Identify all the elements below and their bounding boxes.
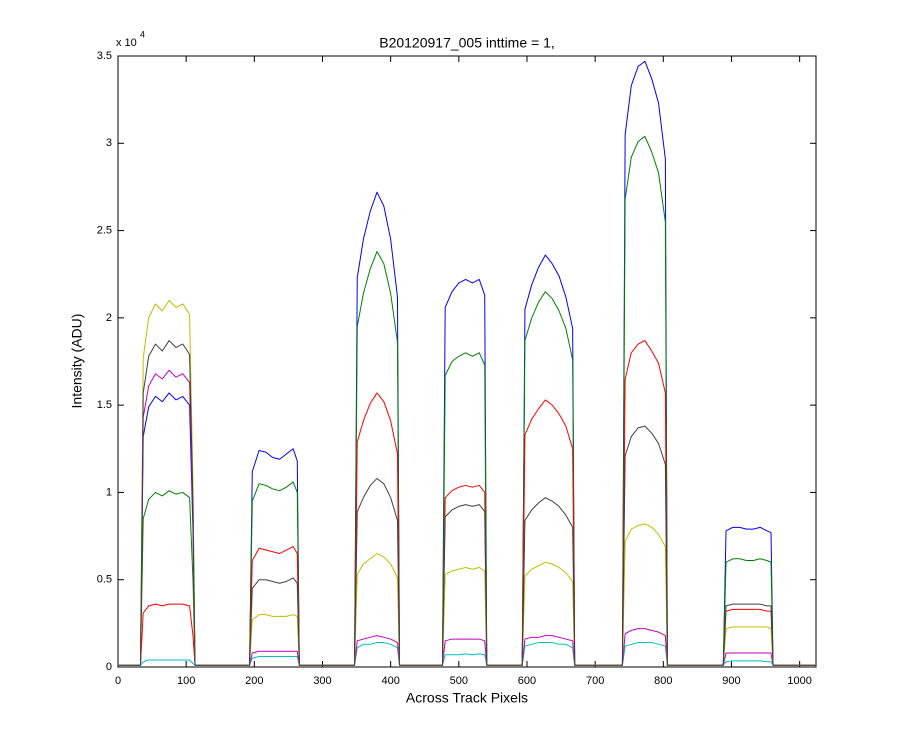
x-tick-label: 100 [177,675,195,687]
x-tick-label: 800 [654,675,672,687]
y-tick-label: 2 [106,312,112,324]
y-axis-label: Intensity (ADU) [69,314,85,409]
x-tick-label: 700 [586,675,604,687]
x-tick-label: 600 [518,675,536,687]
y-tick-label: 3.5 [97,50,112,62]
y-tick-label: 0.5 [97,574,112,586]
y-exponent-power: 4 [140,29,145,39]
x-tick-label: 400 [381,675,399,687]
x-axis-label: Across Track Pixels [406,690,528,706]
y-tick-label: 2.5 [97,224,112,236]
x-tick-label: 0 [115,675,121,687]
x-tick-label: 900 [722,675,740,687]
y-tick-label: 3 [106,137,112,149]
data-line [118,340,816,666]
x-tick-label: 500 [450,675,468,687]
x-tick-label: 200 [245,675,263,687]
y-tick-label: 1.5 [97,399,112,411]
plot-box [117,55,817,668]
x-tick-label: 300 [313,675,331,687]
y-exponent-base: x 10 [116,37,137,49]
x-tick-label: 1000 [787,675,811,687]
y-tick-label: 0 [106,661,112,673]
chart-title: B20120917_005 inttime = 1, [379,35,555,51]
y-tick-label: 1 [106,486,112,498]
